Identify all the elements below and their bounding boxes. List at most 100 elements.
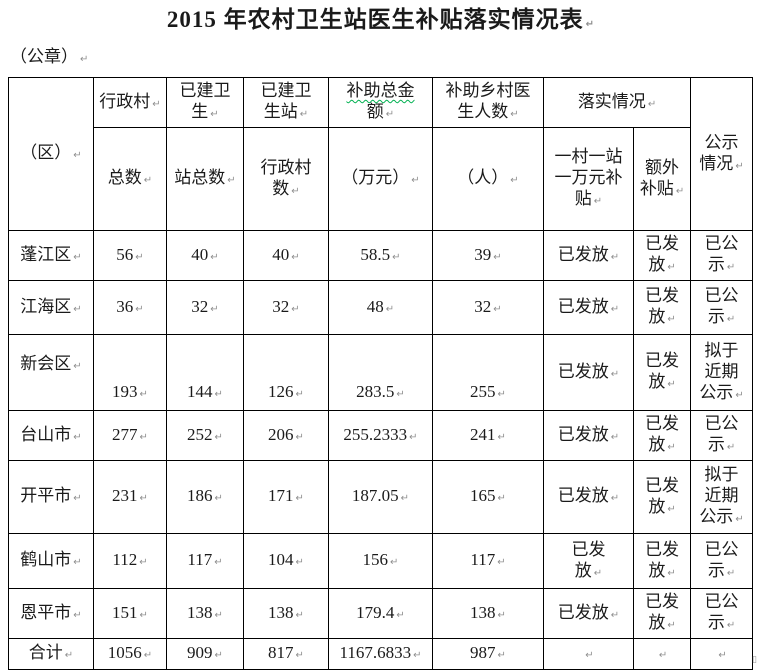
paragraph-mark: ↵ bbox=[210, 251, 219, 263]
header-one-village-subsidy: 一村一站 一万元补 贴 ↵ bbox=[543, 127, 634, 231]
header-doctors-top: 补助乡村医 生人数 ↵ bbox=[432, 77, 544, 128]
cell-station-villages: 206 ↵ bbox=[243, 410, 329, 461]
table-row-pengjiang: 蓬江区 ↵ 56 ↵ 40 ↵ 40 ↵ 58.5 ↵ 39 ↵ 已发放 ↵ 已发 放 ↵ 已公… bbox=[8, 230, 754, 281]
cell-admin-villages: 193 ↵ bbox=[93, 334, 167, 411]
cell-doctors: 138 ↵ bbox=[432, 588, 544, 639]
cell-one-village-subsidy: 已发放 ↵ bbox=[543, 280, 634, 335]
header-built-stations-bottom: 站总数 ↵ bbox=[166, 127, 244, 231]
paragraph-mark: ↵ bbox=[409, 431, 418, 443]
table-row-heshan: 鹤山市 ↵ 112 ↵ 117 ↵ 104 ↵ 156 ↵ 117 ↵ 已发 放 ↵ 已发 放… bbox=[8, 533, 754, 589]
cell-publicity: 已公 示 ↵ bbox=[690, 588, 754, 639]
cell-extra-subsidy: 已发 放 ↵ bbox=[632, 533, 692, 589]
subsidy-table: （区） ↵ 行政村 ↵ 已建卫 生 ↵ 已建卫 生站 ↵ 补助总金额 ↵ 补助乡村医 生人… bbox=[8, 77, 754, 670]
paragraph-mark: ↵ bbox=[667, 620, 676, 631]
table-row-kaiping: 开平市 ↵ 231 ↵ 186 ↵ 171 ↵ 187.05 ↵ 165 ↵ 已发放 ↵ 已发… bbox=[8, 460, 754, 534]
cell-one-village-subsidy: 已发放 ↵ bbox=[543, 230, 634, 281]
paragraph-mark: ↵ bbox=[390, 557, 399, 568]
paragraph-mark: ↵ bbox=[735, 514, 744, 525]
paragraph-mark: ↵ bbox=[227, 175, 236, 186]
paragraph-mark: ↵ bbox=[295, 650, 304, 661]
cell-admin-villages: 36 ↵ bbox=[93, 280, 167, 335]
paragraph-mark: ↵ bbox=[718, 650, 727, 661]
cell-built-stations: 144 ↵ bbox=[166, 334, 244, 411]
cell-built-stations: 186 ↵ bbox=[166, 460, 244, 534]
paragraph-mark: ↵ bbox=[735, 160, 744, 172]
header-admin-villages-bottom: 总数 ↵ bbox=[93, 127, 167, 231]
header-subsidy-amount-rest: 额 bbox=[366, 102, 384, 121]
cell-publicity: 拟于 近期 公示 ↵ bbox=[690, 334, 754, 411]
cell-region-total: 合计 ↵ bbox=[8, 638, 94, 670]
paragraph-mark: ↵ bbox=[385, 109, 395, 120]
cell-publicity: 拟于 近期 公示 ↵ bbox=[690, 460, 754, 534]
paragraph-mark: ↵ bbox=[135, 303, 144, 315]
paragraph-mark: ↵ bbox=[411, 175, 420, 186]
paragraph-mark: ↵ bbox=[214, 609, 223, 621]
paragraph-mark: ↵ bbox=[585, 650, 594, 661]
header-subsidy-amount-top: 补助总金额 ↵ bbox=[328, 77, 433, 128]
table-row-jianghai: 江海区 ↵ 36 ↵ 32 ↵ 32 ↵ 48 ↵ 32 ↵ 已发放 ↵ 已发 放 ↵ 已公 示… bbox=[8, 280, 754, 335]
header-row-2: 总数 ↵ 站总数 ↵ 行政村 数 ↵ （万元） ↵ （人） ↵ 一村一站 一万元补 贴 ↵ … bbox=[9, 127, 753, 231]
paragraph-mark: ↵ bbox=[675, 185, 685, 197]
paragraph-mark: ↵ bbox=[493, 303, 502, 315]
cell-station-villages: 817 ↵ bbox=[243, 638, 329, 670]
paragraph-mark: ↵ bbox=[726, 442, 736, 453]
header-subsidy-amount-bottom: （万元） ↵ bbox=[328, 127, 433, 231]
paragraph-mark: ↵ bbox=[73, 493, 82, 504]
cell-built-stations: 909 ↵ bbox=[166, 638, 244, 670]
official-seal-text: （公章） bbox=[10, 47, 78, 66]
page-title-text: 2015 年农村卫生站医生补贴落实情况表 bbox=[166, 7, 584, 32]
paragraph-mark: ↵ bbox=[295, 431, 304, 443]
paragraph-mark: ↵ bbox=[593, 567, 603, 579]
paragraph-mark: ↵ bbox=[610, 609, 620, 621]
cell-region: 新会区 ↵ bbox=[8, 334, 94, 411]
paragraph-mark: ↵ bbox=[585, 19, 595, 30]
paragraph-mark: ↵ bbox=[396, 389, 405, 400]
paragraph-mark: ↵ bbox=[291, 251, 300, 263]
paragraph-mark: ↵ bbox=[497, 557, 506, 568]
cell-subsidy-amount: 283.5 ↵ bbox=[328, 334, 433, 411]
paragraph-mark: ↵ bbox=[143, 175, 153, 186]
paragraph-mark: ↵ bbox=[291, 303, 300, 315]
header-extra-subsidy: 额外 补贴 ↵ bbox=[632, 127, 692, 231]
paragraph-mark: ↵ bbox=[143, 650, 153, 661]
cell-admin-villages: 1056 ↵ bbox=[93, 638, 167, 670]
cell-station-villages: 40 ↵ bbox=[243, 230, 329, 281]
cell-publicity: 已公 示 ↵ bbox=[690, 230, 754, 281]
paragraph-mark: ↵ bbox=[139, 389, 148, 400]
cell-doctors: 165 ↵ bbox=[432, 460, 544, 534]
header-station-villages-top: 已建卫 生站 ↵ bbox=[243, 77, 329, 128]
cell-doctors: 241 ↵ bbox=[432, 410, 544, 461]
cell-subsidy-amount: 179.4 ↵ bbox=[328, 588, 433, 639]
cell-one-village-subsidy: 已发放 ↵ bbox=[543, 460, 634, 534]
paragraph-mark: ↵ bbox=[295, 493, 304, 504]
cell-region: 开平市 ↵ bbox=[8, 460, 94, 534]
cell-extra-subsidy: 已发 放 ↵ bbox=[632, 460, 692, 534]
cell-extra-subsidy: 已发 放 ↵ bbox=[632, 410, 692, 461]
cell-station-villages: 32 ↵ bbox=[243, 280, 329, 335]
cell-extra-subsidy: 已发 放 ↵ bbox=[632, 280, 692, 335]
paragraph-mark: ↵ bbox=[610, 303, 620, 315]
paragraph-mark: ↵ bbox=[610, 431, 620, 443]
cell-doctors: 39 ↵ bbox=[432, 230, 544, 281]
official-seal-label: （公章） ↵ bbox=[10, 47, 761, 70]
paragraph-mark: ↵ bbox=[667, 503, 676, 515]
table-row-enping: 恩平市 ↵ 151 ↵ 138 ↵ 138 ↵ 179.4 ↵ 138 ↵ 已发放 ↵ 已发 … bbox=[8, 588, 754, 639]
cell-built-stations: 32 ↵ bbox=[166, 280, 244, 335]
cell-doctors: 32 ↵ bbox=[432, 280, 544, 335]
cell-one-village-subsidy: 已发 放 ↵ bbox=[543, 533, 634, 589]
paragraph-mark: ↵ bbox=[593, 196, 603, 207]
paragraph-mark: ↵ bbox=[610, 368, 620, 380]
cell-built-stations: 252 ↵ bbox=[166, 410, 244, 461]
paragraph-mark: ↵ bbox=[135, 251, 144, 263]
cell-extra-subsidy: 已发 放 ↵ bbox=[632, 230, 692, 281]
cell-doctors: 987 ↵ bbox=[432, 638, 544, 670]
paragraph-mark: ↵ bbox=[497, 431, 506, 443]
paragraph-mark: ↵ bbox=[413, 650, 422, 661]
cell-built-stations: 40 ↵ bbox=[166, 230, 244, 281]
header-doctors-bottom: （人） ↵ bbox=[432, 127, 544, 231]
paragraph-mark: ↵ bbox=[667, 314, 676, 325]
paragraph-mark: ↵ bbox=[726, 620, 736, 631]
cell-publicity: 已公 示 ↵ bbox=[690, 280, 754, 335]
paragraph-mark: ↵ bbox=[139, 431, 148, 443]
paragraph-mark: ↵ bbox=[291, 185, 300, 197]
